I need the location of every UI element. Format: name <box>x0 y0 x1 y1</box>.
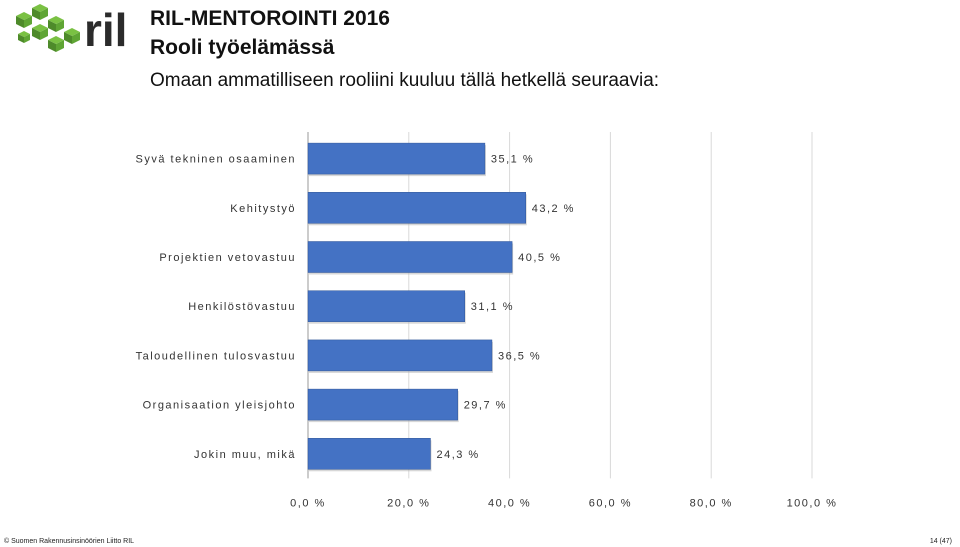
category-label: Kehitystyö <box>230 203 296 215</box>
bar <box>307 142 486 175</box>
category-label: Organisaation yleisjohto <box>143 400 296 412</box>
x-tick-label: 80,0 % <box>690 497 733 509</box>
bar <box>307 241 513 273</box>
category-label: Taloudellinen tulosvastuu <box>136 350 296 362</box>
category-label: Jokin muu, mikä <box>194 449 296 461</box>
logo-cubes-icon <box>16 4 80 52</box>
page-title: RIL-MENTOROINTI 2016 <box>150 7 390 30</box>
data-label: 29,7 % <box>464 400 507 412</box>
footer-page-number: 14 (47) <box>929 538 952 545</box>
logo-text: ril <box>84 4 127 56</box>
bar <box>307 290 465 322</box>
data-label: 24,3 % <box>436 449 479 461</box>
question-text: Omaan ammatilliseen rooliini kuuluu täll… <box>150 70 660 91</box>
bar <box>307 339 493 372</box>
data-label: 43,2 % <box>532 203 575 215</box>
category-label: Projektien vetovastuu <box>159 252 296 264</box>
bar <box>307 388 458 421</box>
ril-logo: ril <box>6 2 130 60</box>
x-tick-label: 0,0 % <box>290 497 326 509</box>
data-label: 35,1 % <box>491 154 534 166</box>
data-label: 36,5 % <box>498 350 541 362</box>
bar <box>307 192 526 224</box>
page-subtitle: Rooli työelämässä <box>150 36 335 59</box>
x-tick-label: 100,0 % <box>787 497 838 509</box>
x-tick-label: 20,0 % <box>387 497 430 509</box>
data-label: 31,1 % <box>471 301 514 313</box>
bar <box>307 438 431 470</box>
data-label: 40,5 % <box>518 252 561 264</box>
bar-chart: Syvä tekninen osaaminen 35,1 % Kehitystyö 4… <box>136 132 838 509</box>
x-tick-label: 40,0 % <box>488 497 531 509</box>
category-label: Syvä tekninen osaaminen <box>136 154 296 166</box>
category-label: Henkilöstövastuu <box>188 301 296 313</box>
x-tick-label: 60,0 % <box>589 497 632 509</box>
footer-copyright: © Suomen Rakennusinsinöörien Liitto RIL <box>4 538 135 545</box>
title-block: RIL-MENTOROINTI 2016 Rooli työelämässä <box>150 4 390 62</box>
